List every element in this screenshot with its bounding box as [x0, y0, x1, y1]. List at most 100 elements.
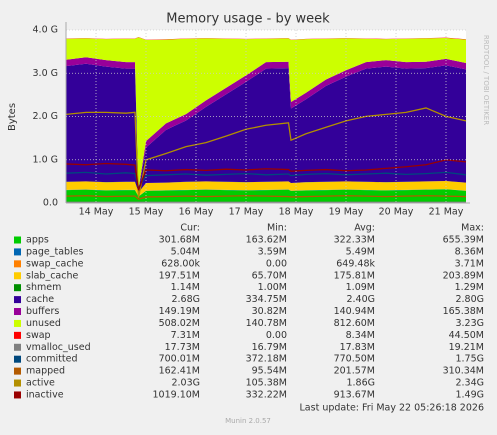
legend-value: 95.54M [252, 366, 287, 377]
legend-value: 2.80G [455, 294, 484, 305]
legend-label: mapped [26, 366, 65, 377]
side-text: RRDTOOL / TOBI OETIKER [482, 35, 490, 125]
legend-value: 2.03G [171, 378, 200, 389]
x-tick-label: 18 May [279, 207, 314, 218]
y-tick-label: 0.0 [43, 198, 58, 209]
legend-label: inactive [26, 389, 64, 400]
legend-value: 3.71M [455, 258, 484, 269]
legend-value: 1.09M [346, 282, 375, 293]
legend-swatch [14, 380, 21, 387]
legend-label: apps [26, 235, 49, 246]
legend-label: vmalloc_used [26, 342, 91, 353]
legend-swatch [14, 391, 21, 398]
legend-label: slab_cache [26, 270, 78, 281]
x-tick-label: 15 May [129, 207, 164, 218]
legend-swatch [14, 272, 21, 279]
legend-value: 1.75G [455, 354, 484, 365]
legend-swatch [14, 308, 21, 315]
legend-value: 3.23G [455, 318, 484, 329]
legend-value: 508.02M [159, 318, 200, 329]
last-update: Last update: Fri May 22 05:26:18 2026 [300, 403, 484, 414]
legend-value: 812.60M [334, 318, 375, 329]
legend-value: 3.59M [258, 246, 287, 257]
legend-value: 322.33M [334, 235, 375, 246]
y-axis-label: Bytes [7, 103, 18, 131]
legend-swatch [14, 248, 21, 255]
legend-value: 8.34M [346, 330, 375, 341]
legend-label: swap_cache [26, 258, 84, 269]
legend-swatch [14, 284, 21, 291]
legend-value: 301.68M [159, 235, 200, 246]
legend-label: active [26, 378, 55, 389]
chart-title: Memory usage - by week [166, 12, 330, 27]
legend-value: 2.40G [346, 294, 375, 305]
legend-label: swap [26, 330, 51, 341]
x-tick-label: 16 May [179, 207, 214, 218]
legend-value: 1.14M [171, 282, 200, 293]
legend-value: 0.00 [266, 330, 287, 341]
legend-value: 8.36M [455, 246, 484, 257]
legend-value: 1.49G [455, 389, 484, 400]
legend-swatch [14, 237, 21, 244]
legend-label: unused [26, 318, 61, 329]
legend-value: 1.86G [346, 378, 375, 389]
legend-value: 105.38M [246, 378, 287, 389]
legend-value: 5.04M [171, 246, 200, 257]
y-tick-label: 1.0 G [33, 154, 59, 165]
y-tick-label: 3.0 G [33, 68, 59, 79]
legend-value: 5.49M [346, 246, 375, 257]
legend-value: 17.73M [165, 342, 200, 353]
y-tick-label: 4.0 G [33, 25, 59, 36]
legend-value: 140.78M [246, 318, 287, 329]
legend-value: 628.00k [161, 258, 200, 269]
x-tick-label: 20 May [379, 207, 414, 218]
legend-value: 149.19M [159, 306, 200, 317]
legend-label: committed [26, 354, 78, 365]
legend-value: 163.62M [246, 235, 287, 246]
legend-label: page_tables [26, 246, 84, 257]
legend-swatch [14, 296, 21, 303]
legend-swatch [14, 368, 21, 375]
legend-value: 203.89M [443, 270, 484, 281]
legend-value: 44.50M [449, 330, 484, 341]
legend-header: Avg: [354, 223, 375, 234]
legend-swatch [14, 260, 21, 267]
x-tick-label: 19 May [329, 207, 364, 218]
x-tick-label: 14 May [79, 207, 114, 218]
legend-value: 1.29M [455, 282, 484, 293]
legend-value: 19.21M [449, 342, 484, 353]
legend-value: 162.41M [159, 366, 200, 377]
legend-header: Max: [461, 223, 484, 234]
legend-value: 165.38M [443, 306, 484, 317]
legend-value: 334.75M [246, 294, 287, 305]
x-tick-label: 17 May [229, 207, 264, 218]
legend-swatch [14, 332, 21, 339]
legend-value: 372.18M [246, 354, 287, 365]
legend-value: 770.50M [334, 354, 375, 365]
legend-value: 649.48k [336, 258, 375, 269]
legend-header: Min: [267, 223, 287, 234]
legend-value: 175.81M [334, 270, 375, 281]
legend-value: 310.34M [443, 366, 484, 377]
legend-value: 140.94M [334, 306, 375, 317]
legend-value: 332.22M [246, 389, 287, 400]
legend-value: 201.57M [334, 366, 375, 377]
legend-value: 1019.10M [153, 389, 200, 400]
legend-swatch [14, 356, 21, 363]
legend-value: 2.68G [171, 294, 200, 305]
footer: Munin 2.0.57 [225, 417, 271, 425]
legend-value: 65.70M [252, 270, 287, 281]
legend-label: buffers [26, 306, 59, 317]
legend-value: 30.82M [252, 306, 287, 317]
legend-value: 700.01M [159, 354, 200, 365]
legend-header: Cur: [180, 223, 200, 234]
legend-value: 655.39M [443, 235, 484, 246]
legend-value: 197.51M [159, 270, 200, 281]
legend-value: 1.00M [258, 282, 287, 293]
legend-swatch [14, 320, 21, 327]
legend-value: 7.31M [171, 330, 200, 341]
legend-value: 16.79M [252, 342, 287, 353]
legend-label: cache [26, 294, 54, 305]
